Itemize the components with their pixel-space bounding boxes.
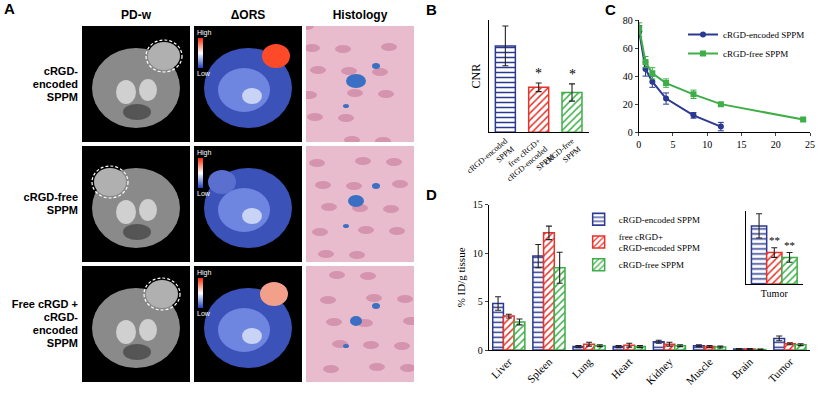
- svg-text:High: High: [197, 269, 212, 277]
- svg-text:CNR: CNR: [469, 64, 483, 89]
- svg-text:Low: Low: [197, 70, 211, 77]
- html-text:Histology: Histology: [332, 8, 388, 22]
- html-text:ΔORS: ΔORS: [230, 8, 266, 22]
- svg-text:Tumor: Tumor: [766, 355, 796, 385]
- svg-text:free cRGD+cRGD-encodedSPPM: free cRGD+cRGD-encodedSPPM: [499, 136, 557, 191]
- svg-text:cRGD-free SPPM: cRGD-free SPPM: [723, 49, 788, 59]
- svg-text:15: 15: [736, 139, 746, 150]
- svg-text:D: D: [426, 186, 437, 203]
- svg-text:Liver: Liver: [489, 355, 515, 381]
- svg-text:Heart: Heart: [609, 356, 635, 382]
- svg-text:Brain: Brain: [729, 355, 755, 381]
- svg-text:Muscle: Muscle: [684, 355, 715, 386]
- svg-text:Low: Low: [197, 190, 211, 197]
- svg-text:40: 40: [623, 71, 633, 82]
- svg-text:cRGD-freeSPPM: cRGD-freeSPPM: [543, 136, 583, 174]
- svg-text:*: *: [569, 67, 576, 82]
- svg-text:C: C: [605, 1, 616, 18]
- svg-text:25: 25: [805, 139, 815, 150]
- svg-text:**: **: [769, 234, 780, 246]
- html-text:PD-w: PD-w: [121, 8, 151, 22]
- svg-text:cRGD-free SPPM: cRGD-free SPPM: [619, 260, 684, 270]
- svg-text:% ID/g tissue: % ID/g tissue: [455, 247, 467, 307]
- svg-text:5: 5: [478, 296, 483, 307]
- svg-text:0: 0: [478, 345, 483, 356]
- svg-text:B: B: [426, 1, 437, 18]
- svg-text:15: 15: [473, 199, 483, 210]
- svg-text:Spleen: Spleen: [525, 355, 555, 385]
- svg-text:Low: Low: [197, 310, 211, 317]
- svg-text:0: 0: [628, 127, 633, 138]
- html-text:cRGD-encoded SPPM: cRGD-encoded SPPM: [32, 64, 78, 103]
- svg-text:20: 20: [623, 99, 633, 110]
- svg-text:Tumor: Tumor: [761, 288, 789, 299]
- svg-text:60: 60: [623, 43, 633, 54]
- svg-text:High: High: [197, 149, 212, 157]
- svg-text:10: 10: [702, 139, 712, 150]
- html-text:cRGD-free SPPM: cRGD-free SPPM: [23, 191, 78, 216]
- svg-text:cRGD-encoded SPPM: cRGD-encoded SPPM: [723, 30, 804, 40]
- svg-text:Lung: Lung: [569, 355, 594, 380]
- html-text:Free cRGD + cRGD-encoded SPPM: Free cRGD + cRGD-encoded SPPM: [11, 298, 78, 349]
- svg-text:**: **: [784, 239, 795, 251]
- svg-text:10: 10: [473, 248, 483, 259]
- svg-text:20: 20: [771, 139, 781, 150]
- svg-text:cRGD-encoded SPPM: cRGD-encoded SPPM: [619, 215, 700, 225]
- svg-text:free cRGD+cRGD-encoded SPPM: free cRGD+cRGD-encoded SPPM: [619, 232, 700, 254]
- html-text:A: A: [4, 0, 15, 17]
- svg-text:cRGD-encodedSPPM: cRGD-encodedSPPM: [465, 137, 516, 184]
- svg-text:80: 80: [623, 15, 633, 26]
- svg-text:5: 5: [670, 139, 675, 150]
- svg-text:0: 0: [636, 139, 641, 150]
- svg-text:High: High: [197, 29, 212, 37]
- svg-text:Kidney: Kidney: [643, 355, 675, 387]
- svg-text:*: *: [535, 66, 542, 81]
